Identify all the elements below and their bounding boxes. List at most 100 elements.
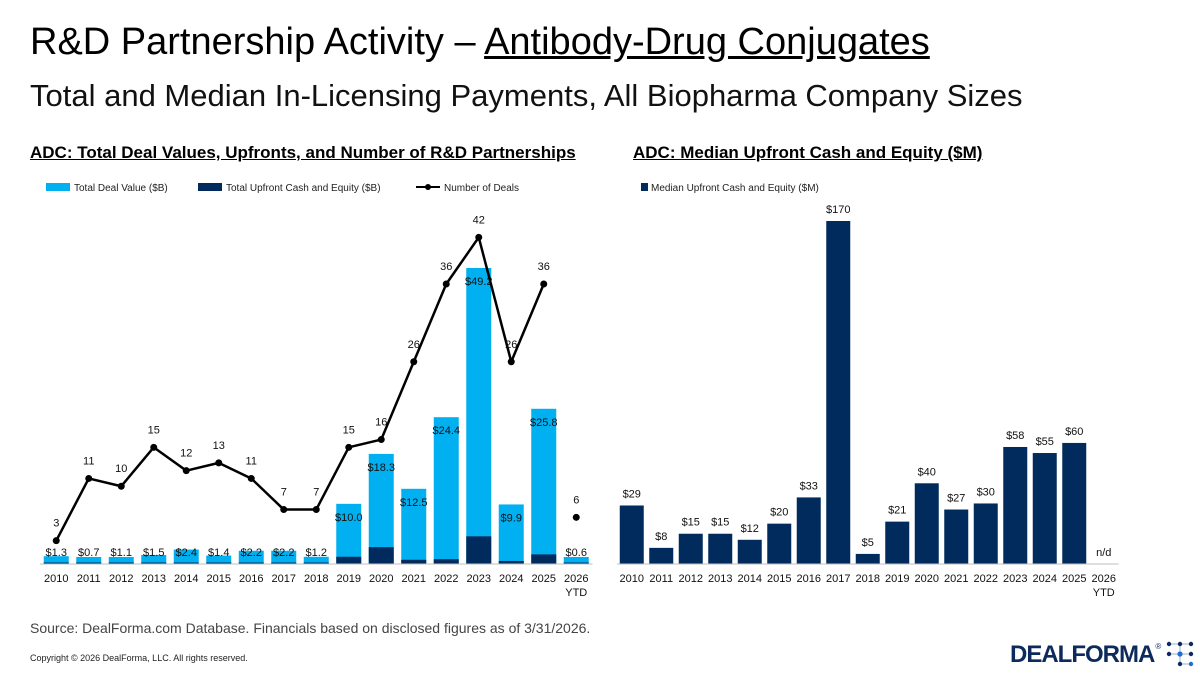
bar-total-deal-value [141, 554, 167, 564]
line-marker-number-of-deals [280, 506, 288, 514]
bar-data-label: $8 [655, 531, 667, 543]
bar-data-label: $21 [888, 505, 906, 517]
x-tick-label: 2025 [1062, 573, 1086, 585]
bar-data-label: $15 [682, 517, 700, 529]
bar-total-upfront [466, 536, 492, 564]
bar-data-label: $55 [1036, 436, 1054, 448]
bar-total-upfront [141, 562, 167, 564]
bar-total-upfront [206, 562, 232, 564]
line-data-label: 26 [408, 339, 420, 351]
bar-total-upfront [108, 562, 134, 564]
bar-data-label: $0.7 [78, 547, 99, 559]
logo-text: DEALFORMA [1010, 641, 1155, 668]
bar-median-upfront [796, 497, 821, 564]
bar-total-upfront [76, 562, 102, 564]
bar-median-upfront [678, 533, 703, 564]
legend-swatch-median-upfront [641, 183, 648, 191]
bar-data-label: $1.3 [46, 547, 67, 559]
bar-data-label: $1.2 [306, 547, 327, 559]
bar-data-label: $40 [918, 466, 936, 478]
line-data-label: 7 [281, 487, 287, 499]
x-tick-label: 2023 [467, 573, 491, 585]
x-tick-label: 2019 [885, 573, 909, 585]
x-tick-sublabel: YTD [565, 587, 587, 599]
bar-median-upfront [885, 521, 910, 564]
x-tick-label: 2013 [708, 573, 732, 585]
bar-total-deal-value [368, 453, 394, 564]
line-marker-number-of-deals [572, 513, 580, 521]
x-tick-label: 2022 [974, 573, 998, 585]
line-number-of-deals [55, 236, 545, 542]
legend-label-number-of-deals: Number of Deals [444, 183, 519, 194]
line-data-label: 10 [115, 463, 127, 475]
bar-data-label: $24.4 [432, 425, 460, 437]
line-marker-number-of-deals [150, 443, 158, 451]
line-data-label: 15 [148, 424, 160, 436]
bar-total-deal-value [43, 556, 69, 564]
x-tick-label: 2024 [1033, 573, 1057, 585]
line-marker-number-of-deals [182, 467, 190, 475]
bar-median-upfront [767, 523, 792, 564]
line-marker-number-of-deals [475, 233, 483, 241]
x-tick-label: 2011 [77, 573, 101, 585]
line-data-label: 13 [213, 440, 225, 452]
bar-total-deal-value [466, 268, 492, 564]
bar-median-upfront [944, 509, 969, 564]
bar-total-deal-value [498, 504, 524, 564]
page-title: R&D Partnership Activity – Antibody-Drug… [30, 18, 930, 66]
line-marker-number-of-deals [52, 537, 60, 545]
bar-total-deal-value [238, 550, 264, 564]
x-tick-label: 2021 [944, 573, 968, 585]
right-chart-title: ADC: Median Upfront Cash and Equity ($M) [633, 143, 983, 162]
line-data-label: 26 [505, 339, 517, 351]
bar-total-deal-value [108, 557, 134, 564]
x-tick-label: 2010 [44, 573, 68, 585]
line-marker-number-of-deals [312, 506, 320, 514]
bar-data-label: $12 [741, 523, 759, 535]
x-tick-label: 2015 [207, 573, 231, 585]
bar-data-label: $1.5 [143, 547, 164, 559]
line-data-label: 36 [538, 261, 550, 273]
x-tick-label: 2020 [369, 573, 393, 585]
bar-median-upfront [1032, 453, 1057, 564]
x-tick-label: 2015 [767, 573, 791, 585]
line-data-label: 11 [83, 455, 94, 467]
bar-median-upfront [1003, 446, 1028, 564]
bar-data-label: $2.2 [241, 547, 262, 559]
page-title-topic: Antibody-Drug Conjugates [484, 21, 930, 63]
x-tick-sublabel: YTD [1093, 587, 1115, 599]
bar-total-deal-value [271, 550, 297, 564]
molecule-icon [1167, 641, 1194, 667]
bar-total-upfront [433, 559, 459, 564]
x-tick-label: 2016 [797, 573, 821, 585]
bar-total-deal-value [401, 488, 427, 564]
bar-total-deal-value [76, 557, 102, 564]
x-tick-label: 2022 [434, 573, 458, 585]
line-data-label: 3 [53, 518, 59, 530]
x-tick-label: 2019 [337, 573, 361, 585]
x-tick-label: 2010 [620, 573, 644, 585]
bar-median-upfront [826, 221, 851, 564]
bar-median-upfront [708, 533, 733, 564]
source-note: Source: DealForma.com Database. Financia… [30, 620, 591, 636]
line-marker-number-of-deals [117, 482, 125, 490]
bar-data-label: $58 [1006, 430, 1024, 442]
x-tick-label: 2016 [239, 573, 263, 585]
bar-total-upfront [43, 562, 69, 564]
x-tick-label: 2023 [1003, 573, 1027, 585]
bar-data-label: $15 [711, 517, 729, 529]
dealforma-logo: DEALFORMA ® [1010, 642, 1195, 668]
bar-data-label: $10.0 [335, 512, 363, 524]
x-tick-label: 2026 [564, 573, 588, 585]
line-marker-number-of-deals [215, 459, 223, 467]
bar-total-deal-value [433, 417, 459, 564]
bar-data-label: $60 [1065, 426, 1083, 438]
left-chart-title: ADC: Total Deal Values, Upfronts, and Nu… [30, 143, 576, 162]
x-tick-label: 2017 [272, 573, 296, 585]
x-tick-label: 2018 [856, 573, 880, 585]
bar-median-upfront [619, 505, 644, 564]
bar-total-deal-value [206, 555, 232, 564]
bar-total-upfront [498, 560, 524, 564]
line-marker-number-of-deals [540, 280, 548, 288]
